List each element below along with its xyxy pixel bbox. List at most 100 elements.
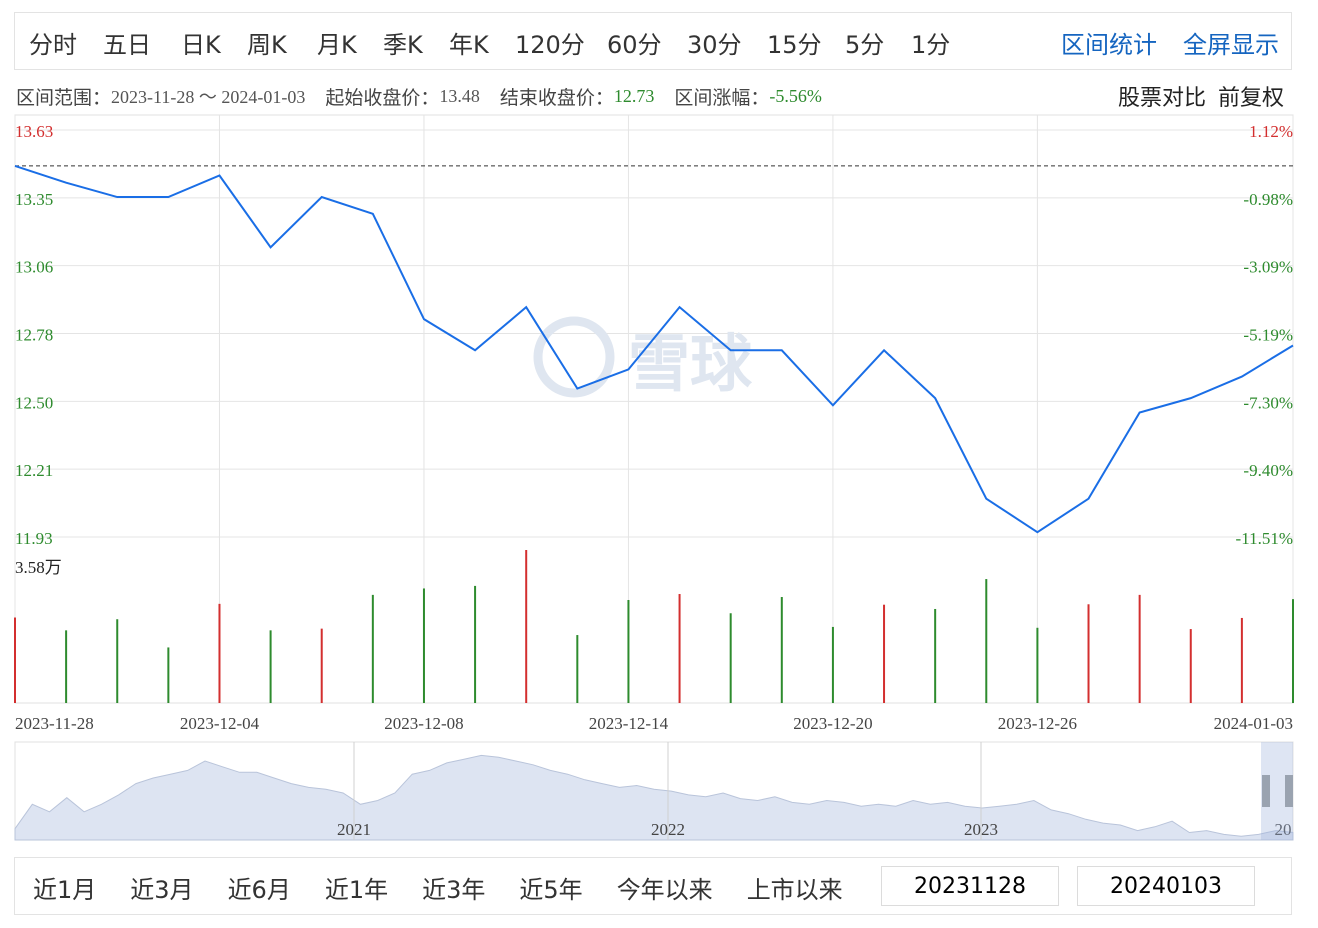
end-date-input[interactable] bbox=[1077, 866, 1255, 906]
range-tab[interactable]: 近5年 bbox=[519, 875, 583, 904]
top-links: 区间统计 全屏显示 bbox=[1035, 13, 1279, 71]
volume-bar bbox=[218, 603, 221, 703]
volume-bar bbox=[116, 619, 119, 703]
y-tick-label: 13.63 bbox=[15, 122, 53, 141]
range-value: 2023-11-28 ～ 2024-01-03 bbox=[111, 87, 306, 107]
y-right-tick-label: -9.40% bbox=[1243, 461, 1293, 480]
period-tab[interactable]: 30分 bbox=[687, 30, 742, 59]
y-tick-label: 12.21 bbox=[15, 461, 53, 480]
overview-year-label: 2022 bbox=[651, 820, 685, 839]
range-tab[interactable]: 近3年 bbox=[422, 875, 486, 904]
period-tab[interactable]: 5分 bbox=[845, 30, 885, 59]
range-toolbar: 近1月 近3月 近6月 近1年 近3年 近5年 今年以来 上市以来 bbox=[14, 857, 1292, 915]
volume-bar bbox=[985, 579, 988, 703]
overview-area bbox=[14, 754, 1294, 841]
watermark-logo-icon bbox=[533, 316, 615, 398]
overview-handle-right[interactable] bbox=[1285, 775, 1293, 807]
range-tab[interactable]: 近1年 bbox=[324, 875, 389, 904]
volume-bar bbox=[934, 608, 937, 703]
period-tab[interactable]: 120分 bbox=[515, 30, 585, 59]
range-tab[interactable]: 今年以来 bbox=[616, 875, 713, 904]
end-close-label: 结束收盘价： bbox=[499, 86, 614, 109]
volume-bar bbox=[371, 594, 374, 703]
volume-bar bbox=[1138, 594, 1141, 703]
period-tab[interactable]: 15分 bbox=[767, 30, 822, 59]
stock-compare-button[interactable]: 股票对比 bbox=[1117, 86, 1206, 111]
y-right-tick-label: -11.51% bbox=[1236, 529, 1293, 548]
start-close-label: 起始收盘价： bbox=[325, 86, 440, 109]
y-tick-label: 12.78 bbox=[15, 326, 53, 345]
range-tabs: 近1月 近3月 近6月 近1年 近3年 近5年 今年以来 上市以来 bbox=[33, 858, 877, 916]
volume-bar bbox=[525, 550, 528, 703]
x-tick-label: 2023-12-26 bbox=[998, 714, 1077, 733]
change-label: 区间涨幅： bbox=[674, 86, 770, 109]
change-value: -5.56% bbox=[769, 85, 822, 106]
period-tab[interactable]: 周K bbox=[247, 30, 287, 59]
volume-bar bbox=[780, 597, 783, 703]
period-tab[interactable]: 季K bbox=[383, 30, 423, 59]
price-adjust-button[interactable]: 前复权 bbox=[1217, 86, 1284, 111]
watermark-text: 雪球 bbox=[628, 327, 753, 400]
period-tab[interactable]: 60分 bbox=[607, 30, 662, 59]
volume-bar bbox=[678, 594, 681, 703]
end-close-value: 12.73 bbox=[613, 85, 655, 106]
y-right-tick-label: -5.19% bbox=[1243, 326, 1293, 345]
y-right-tick-label: -3.09% bbox=[1243, 258, 1293, 277]
info-right-controls: 股票对比 前复权 bbox=[1106, 82, 1284, 111]
price-series-line bbox=[14, 164, 1294, 534]
range-info: 区间范围： 2023-11-28 ～ 2024-01-03 起始收盘价： 13.… bbox=[16, 82, 842, 110]
volume-bar bbox=[167, 647, 170, 703]
volume-bar bbox=[883, 604, 886, 703]
overview-handle-left[interactable] bbox=[1262, 775, 1270, 807]
x-tick-label: 2023-11-28 bbox=[15, 714, 94, 733]
overview-year-label: 2021 bbox=[337, 820, 371, 839]
chart-frame bbox=[14, 114, 1294, 704]
volume-max-label: 3.58万 bbox=[15, 558, 62, 577]
start-close-value: 13.48 bbox=[439, 85, 480, 106]
y-right-tick-label: -0.98% bbox=[1243, 190, 1293, 209]
volume-bar bbox=[65, 630, 68, 703]
overview-year-label: 20 bbox=[1275, 820, 1292, 839]
volume-bar bbox=[1240, 617, 1243, 703]
period-toolbar: 分时 五日 日K 周K 月K 季K 年K 120分 60分 30分 15分 5分 1分 区间统计 全屏显… bbox=[14, 12, 1292, 70]
x-tick-label: 2023-12-08 bbox=[384, 714, 463, 733]
period-tab[interactable]: 1分 bbox=[911, 30, 951, 59]
volume-bar bbox=[1087, 604, 1090, 703]
volume-bar bbox=[422, 588, 425, 703]
range-tab[interactable]: 上市以来 bbox=[746, 875, 843, 904]
start-date-input[interactable] bbox=[881, 866, 1059, 906]
range-tab[interactable]: 近1月 bbox=[33, 875, 97, 904]
x-tick-label: 2023-12-20 bbox=[793, 714, 872, 733]
y-tick-label: 11.93 bbox=[15, 529, 53, 548]
x-tick-label: 2023-12-04 bbox=[180, 714, 260, 733]
x-tick-label: 2024-01-03 bbox=[1214, 714, 1293, 733]
y-tick-label: 13.35 bbox=[15, 190, 53, 209]
y-tick-label: 12.50 bbox=[15, 393, 53, 412]
volume-bar bbox=[1036, 627, 1039, 703]
y-right-tick-label: -7.30% bbox=[1243, 393, 1293, 412]
fullscreen-link[interactable]: 全屏显示 bbox=[1183, 30, 1279, 59]
volume-bar bbox=[1292, 599, 1294, 703]
volume-bar bbox=[474, 585, 477, 703]
period-tab[interactable]: 分时 bbox=[29, 30, 77, 59]
period-tab[interactable]: 月K bbox=[317, 30, 357, 59]
volume-bar bbox=[320, 628, 323, 703]
x-tick-label: 2023-12-14 bbox=[589, 714, 669, 733]
y-tick-label: 13.06 bbox=[15, 258, 53, 277]
volume-bar bbox=[729, 613, 732, 703]
overview-year-label: 2023 bbox=[964, 820, 998, 839]
volume-bar bbox=[576, 635, 579, 703]
stock-chart[interactable]: 雪球 13.63 1.12% 13.35 -0.98% 13.06 -3.09% 12.78 -… bbox=[0, 110, 1318, 850]
period-tabs: 分时 五日 日K 周K 月K 季K 年K 120分 60分 30分 15分 5分 1分 bbox=[29, 13, 951, 71]
range-stats-link[interactable]: 区间统计 bbox=[1061, 30, 1157, 59]
volume-bar bbox=[14, 617, 16, 703]
range-tab[interactable]: 近3月 bbox=[130, 875, 194, 904]
volume-bar bbox=[1189, 629, 1192, 703]
volume-bar bbox=[627, 600, 630, 703]
period-tab[interactable]: 五日 bbox=[103, 30, 151, 59]
range-tab[interactable]: 近6月 bbox=[227, 875, 291, 904]
volume-bar bbox=[831, 626, 834, 703]
y-right-tick-label: 1.12% bbox=[1249, 122, 1293, 141]
period-tab[interactable]: 日K bbox=[181, 30, 221, 59]
period-tab[interactable]: 年K bbox=[449, 30, 489, 59]
